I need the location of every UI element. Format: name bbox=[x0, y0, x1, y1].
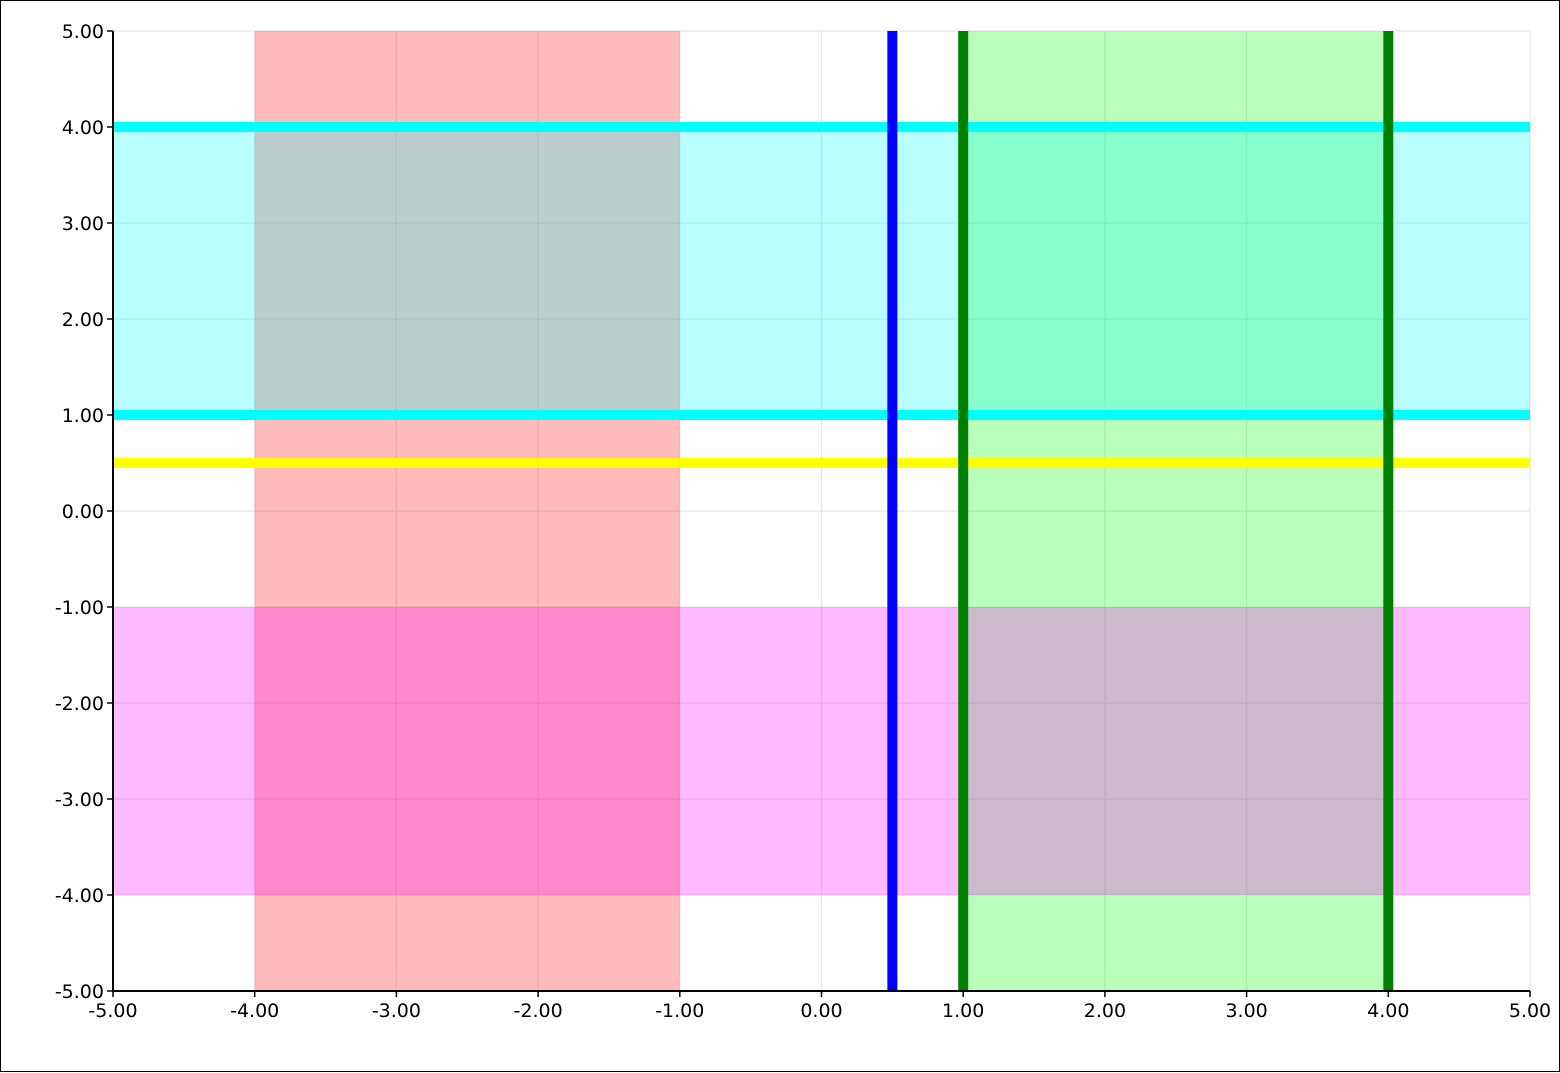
x-axis-ticks: -5.00 -4.00 -3.00 -2.00 -1.00 0.00 1.00 2.00 3.0… bbox=[88, 991, 1551, 1022]
x-tick-label: -3.00 bbox=[372, 1000, 421, 1022]
vertical-band-0 bbox=[254, 31, 680, 991]
y-tick-label: 0.00 bbox=[62, 501, 104, 523]
x-tick-label: -2.00 bbox=[514, 1000, 563, 1022]
x-tick-label: 0.00 bbox=[800, 1000, 842, 1022]
x-tick-label: -5.00 bbox=[88, 1000, 137, 1022]
x-tick-label: 4.00 bbox=[1367, 1000, 1409, 1022]
y-tick-label: -4.00 bbox=[55, 885, 104, 907]
vertical-bands bbox=[254, 31, 1389, 991]
y-tick-label: -2.00 bbox=[55, 693, 104, 715]
y-tick-label: 5.00 bbox=[62, 21, 104, 43]
y-tick-label: 2.00 bbox=[62, 309, 104, 331]
y-tick-label: -1.00 bbox=[55, 597, 104, 619]
y-tick-label: 1.00 bbox=[62, 405, 104, 427]
x-tick-label: 3.00 bbox=[1225, 1000, 1267, 1022]
x-tick-label: 5.00 bbox=[1509, 1000, 1551, 1022]
horizontal-band-1 bbox=[113, 607, 1530, 895]
y-axis-ticks: -5.00 -4.00 -3.00 -2.00 -1.00 0.00 1.00 2.00 3.0… bbox=[55, 21, 113, 1003]
y-tick-label: -5.00 bbox=[55, 981, 104, 1003]
y-tick-label: 4.00 bbox=[62, 117, 104, 139]
vertical-band-1 bbox=[963, 31, 1389, 991]
horizontal-lines bbox=[113, 122, 1530, 468]
x-tick-label: -4.00 bbox=[230, 1000, 279, 1022]
vertical-lines bbox=[887, 31, 1394, 991]
y-tick-label: 3.00 bbox=[62, 213, 104, 235]
horizontal-bands bbox=[113, 127, 1530, 895]
x-tick-label: 2.00 bbox=[1084, 1000, 1126, 1022]
x-tick-label: 1.00 bbox=[942, 1000, 984, 1022]
y-tick-label: -3.00 bbox=[55, 789, 104, 811]
x-tick-label: -1.00 bbox=[655, 1000, 704, 1022]
horizontal-band-0 bbox=[113, 127, 1530, 415]
